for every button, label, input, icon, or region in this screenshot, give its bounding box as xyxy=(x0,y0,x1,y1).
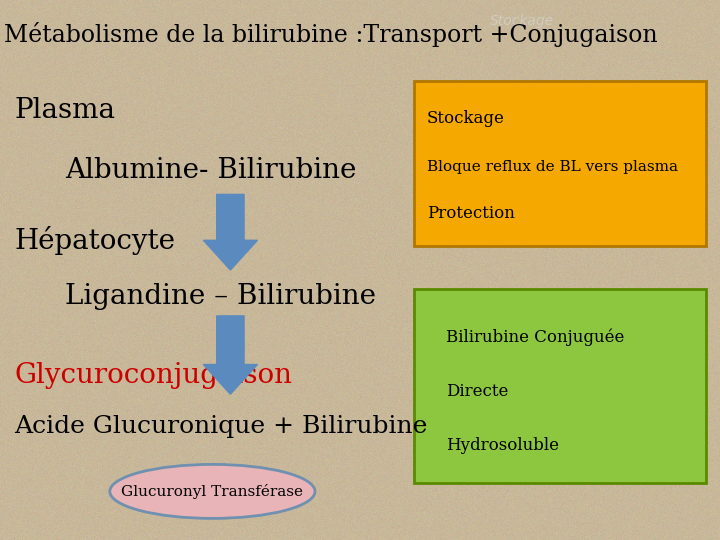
Text: Protection: Protection xyxy=(427,205,515,222)
Text: Hépatocyte: Hépatocyte xyxy=(14,226,176,255)
Polygon shape xyxy=(204,194,258,270)
Bar xyxy=(414,81,706,246)
Polygon shape xyxy=(204,316,258,394)
Text: Plasma: Plasma xyxy=(14,97,115,124)
Text: Bilirubine Conjuguée: Bilirubine Conjuguée xyxy=(446,329,625,346)
Text: Bloque reflux de BL vers plasma: Bloque reflux de BL vers plasma xyxy=(427,160,678,174)
Ellipse shape xyxy=(109,464,315,518)
Bar xyxy=(414,289,706,483)
Text: Métabolisme de la bilirubine :Transport +Conjugaison: Métabolisme de la bilirubine :Transport … xyxy=(4,22,657,46)
Text: Glucuronyl Transférase: Glucuronyl Transférase xyxy=(122,484,303,499)
Text: Acide Glucuronique + Bilirubine: Acide Glucuronique + Bilirubine xyxy=(14,415,428,438)
Text: Glycuroconjugaison: Glycuroconjugaison xyxy=(14,362,292,389)
Text: Hydrosoluble: Hydrosoluble xyxy=(446,437,559,454)
Text: Stockage: Stockage xyxy=(427,110,505,127)
Text: Ligandine – Bilirubine: Ligandine – Bilirubine xyxy=(65,284,376,310)
Text: Directe: Directe xyxy=(446,383,509,400)
Text: Albumine- Bilirubine: Albumine- Bilirubine xyxy=(65,157,356,184)
Text: Stockage: Stockage xyxy=(490,14,554,28)
